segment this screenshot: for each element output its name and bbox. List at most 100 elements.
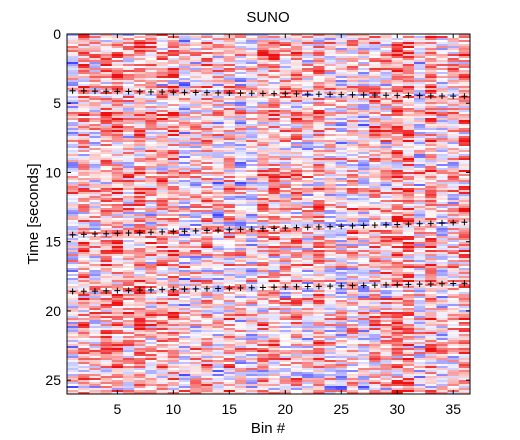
- heatmap-cell: [223, 110, 236, 113]
- heatmap-cell: [145, 144, 157, 147]
- heatmap-cell: [100, 52, 113, 55]
- heatmap-cell: [425, 110, 437, 113]
- heatmap-cell: [190, 172, 202, 175]
- heatmap-cell: [122, 226, 135, 229]
- heatmap-cell: [156, 44, 169, 47]
- heatmap-cell: [380, 180, 393, 183]
- heatmap-cell: [223, 140, 236, 143]
- heatmap-cell: [402, 302, 415, 305]
- heatmap-cell: [324, 190, 337, 193]
- heatmap-cell: [212, 192, 225, 195]
- heatmap-cell: [212, 236, 225, 239]
- heatmap-cell: [134, 120, 146, 123]
- heatmap-cell: [178, 102, 191, 105]
- heatmap-cell: [156, 276, 169, 279]
- heatmap-cell: [414, 56, 426, 59]
- heatmap-cell: [268, 240, 281, 243]
- heatmap-cell: [234, 148, 247, 151]
- heatmap-cell: [380, 104, 393, 107]
- heatmap-cell: [425, 288, 437, 291]
- heatmap-cell: [178, 220, 191, 223]
- heatmap-cell: [458, 234, 470, 237]
- heatmap-cell: [369, 54, 381, 57]
- heatmap-cell: [156, 262, 169, 265]
- heatmap-cell: [111, 256, 124, 259]
- heatmap-cell: [458, 174, 470, 177]
- heatmap-cell: [145, 102, 157, 105]
- heatmap-cell: [447, 256, 460, 259]
- heatmap-cell: [402, 154, 415, 157]
- heatmap-cell: [100, 114, 113, 117]
- heatmap-cell: [100, 182, 113, 185]
- heatmap-cell: [167, 268, 180, 271]
- heatmap-cell: [402, 82, 415, 85]
- heatmap-cell: [279, 126, 292, 129]
- heatmap-cell: [111, 86, 124, 89]
- heatmap-cell: [436, 218, 449, 221]
- heatmap-cell: [447, 126, 460, 129]
- heatmap-cell: [246, 96, 258, 99]
- heatmap-cell: [234, 280, 247, 283]
- heatmap-cell: [67, 256, 79, 259]
- heatmap-cell: [178, 154, 191, 157]
- heatmap-cell: [414, 72, 426, 75]
- heatmap-cell: [346, 106, 359, 109]
- heatmap-cell: [167, 218, 180, 221]
- heatmap-cell: [89, 152, 101, 155]
- heatmap-cell: [402, 70, 415, 73]
- heatmap-cell: [414, 86, 426, 89]
- heatmap-cell: [257, 68, 269, 71]
- heatmap-cell: [156, 162, 169, 165]
- heatmap-cell: [402, 168, 415, 171]
- heatmap-cell: [302, 156, 314, 159]
- heatmap-cell: [369, 200, 381, 203]
- heatmap-cell: [223, 232, 236, 235]
- heatmap-cell: [302, 294, 314, 297]
- heatmap-cell: [313, 114, 325, 117]
- heatmap-cell: [201, 84, 213, 87]
- heatmap-cell: [257, 112, 269, 115]
- heatmap-cell: [268, 266, 281, 269]
- heatmap-cell: [234, 132, 247, 135]
- heatmap-cell: [436, 198, 449, 201]
- heatmap-cell: [335, 186, 348, 189]
- heatmap-cell: [268, 218, 281, 221]
- heatmap-cell: [425, 192, 437, 195]
- heatmap-cell: [67, 254, 79, 257]
- heatmap-cell: [78, 260, 90, 263]
- heatmap-cell: [234, 238, 247, 241]
- heatmap-cell: [346, 298, 359, 301]
- heatmap-cell: [324, 102, 337, 105]
- heatmap-cell: [358, 228, 370, 231]
- heatmap-cell: [100, 224, 113, 227]
- heatmap-cell: [257, 214, 269, 217]
- heatmap-cell: [268, 164, 281, 167]
- heatmap-cell: [89, 164, 101, 167]
- heatmap-cell: [279, 150, 292, 153]
- heatmap-cell: [436, 184, 449, 187]
- heatmap-cell: [234, 162, 247, 165]
- heatmap-cell: [447, 98, 460, 101]
- heatmap-cell: [313, 112, 325, 115]
- heatmap-cell: [246, 196, 258, 199]
- heatmap-cell: [380, 160, 393, 163]
- heatmap-cell: [257, 306, 269, 309]
- heatmap-cell: [67, 118, 79, 121]
- heatmap-cell: [89, 102, 101, 105]
- heatmap-cell: [380, 46, 393, 49]
- heatmap-cell: [302, 34, 314, 37]
- heatmap-cell: [290, 112, 303, 115]
- heatmap-cell: [234, 264, 247, 267]
- heatmap-cell: [268, 176, 281, 179]
- heatmap-cell: [358, 112, 370, 115]
- heatmap-cell: [391, 52, 404, 55]
- heatmap-cell: [78, 138, 90, 141]
- heatmap-cell: [402, 74, 415, 77]
- heatmap-cell: [100, 240, 113, 243]
- heatmap-cell: [313, 88, 325, 91]
- heatmap-cell: [78, 176, 90, 179]
- heatmap-cell: [134, 116, 146, 119]
- heatmap-cell: [100, 248, 113, 251]
- heatmap-cell: [425, 272, 437, 275]
- heatmap-cell: [313, 308, 325, 311]
